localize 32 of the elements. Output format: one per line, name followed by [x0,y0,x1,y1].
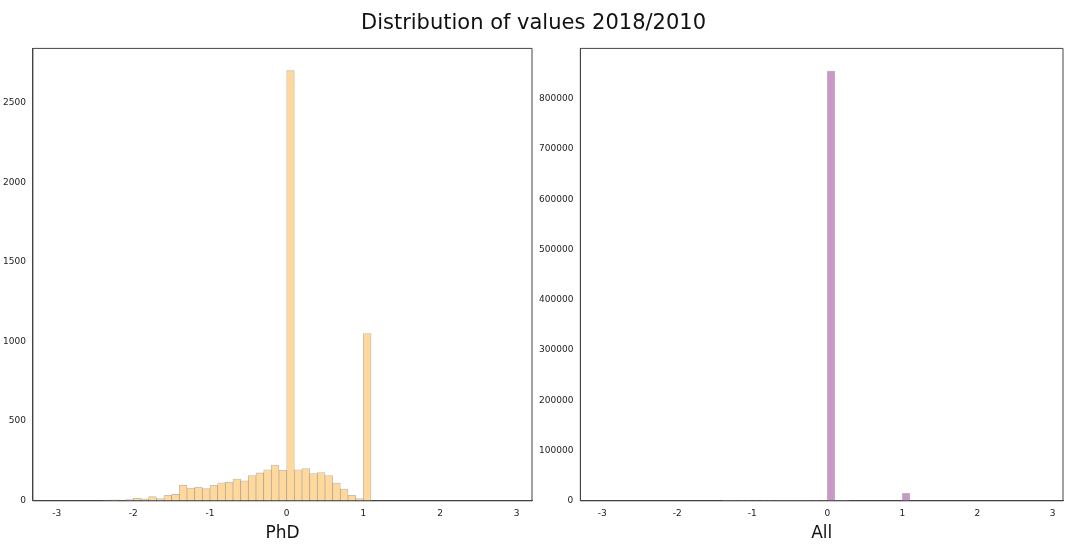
y-tick-label: 0 [20,495,27,506]
y-tick-label: 2500 [3,96,27,107]
y-tick-label: 100000 [539,444,574,455]
x-tick-label: 0 [824,507,831,518]
y-tick-label: 600000 [539,193,574,204]
y-tick-label: 300000 [539,344,574,355]
x-tick-label: 2 [437,507,443,518]
y-tick-label: 800000 [539,93,574,104]
x-tick-label: 1 [899,507,906,518]
x-tick-label: -3 [597,507,607,518]
y-tick-label: 200000 [539,394,574,405]
x-tick-label: 0 [283,507,290,518]
x-tick-label: -1 [205,507,215,518]
x-tick-label: 3 [513,507,520,518]
y-tick-label: 500 [8,415,27,426]
y-tick-label: 1500 [3,256,27,267]
y-tick-label: 1000 [3,335,27,346]
x-tick-label: -2 [128,507,138,518]
y-tick-label: 0 [567,495,574,506]
x-tick-label: 1 [360,507,367,518]
x-tick-label: 3 [1049,507,1056,518]
x-axis-title: PhD [265,522,300,543]
y-tick-label: 700000 [539,143,574,154]
chart-title: Distribution of values 2018/2010 [359,9,707,36]
y-tick-label: 500000 [539,243,574,254]
x-tick-label: -1 [747,507,757,518]
y-tick-label: 2000 [3,176,27,187]
x-axis-title: All [811,522,833,543]
x-tick-label: -2 [672,507,682,518]
x-tick-label: -3 [52,507,62,518]
y-tick-label: 400000 [539,294,574,305]
x-tick-label: 2 [974,507,981,518]
